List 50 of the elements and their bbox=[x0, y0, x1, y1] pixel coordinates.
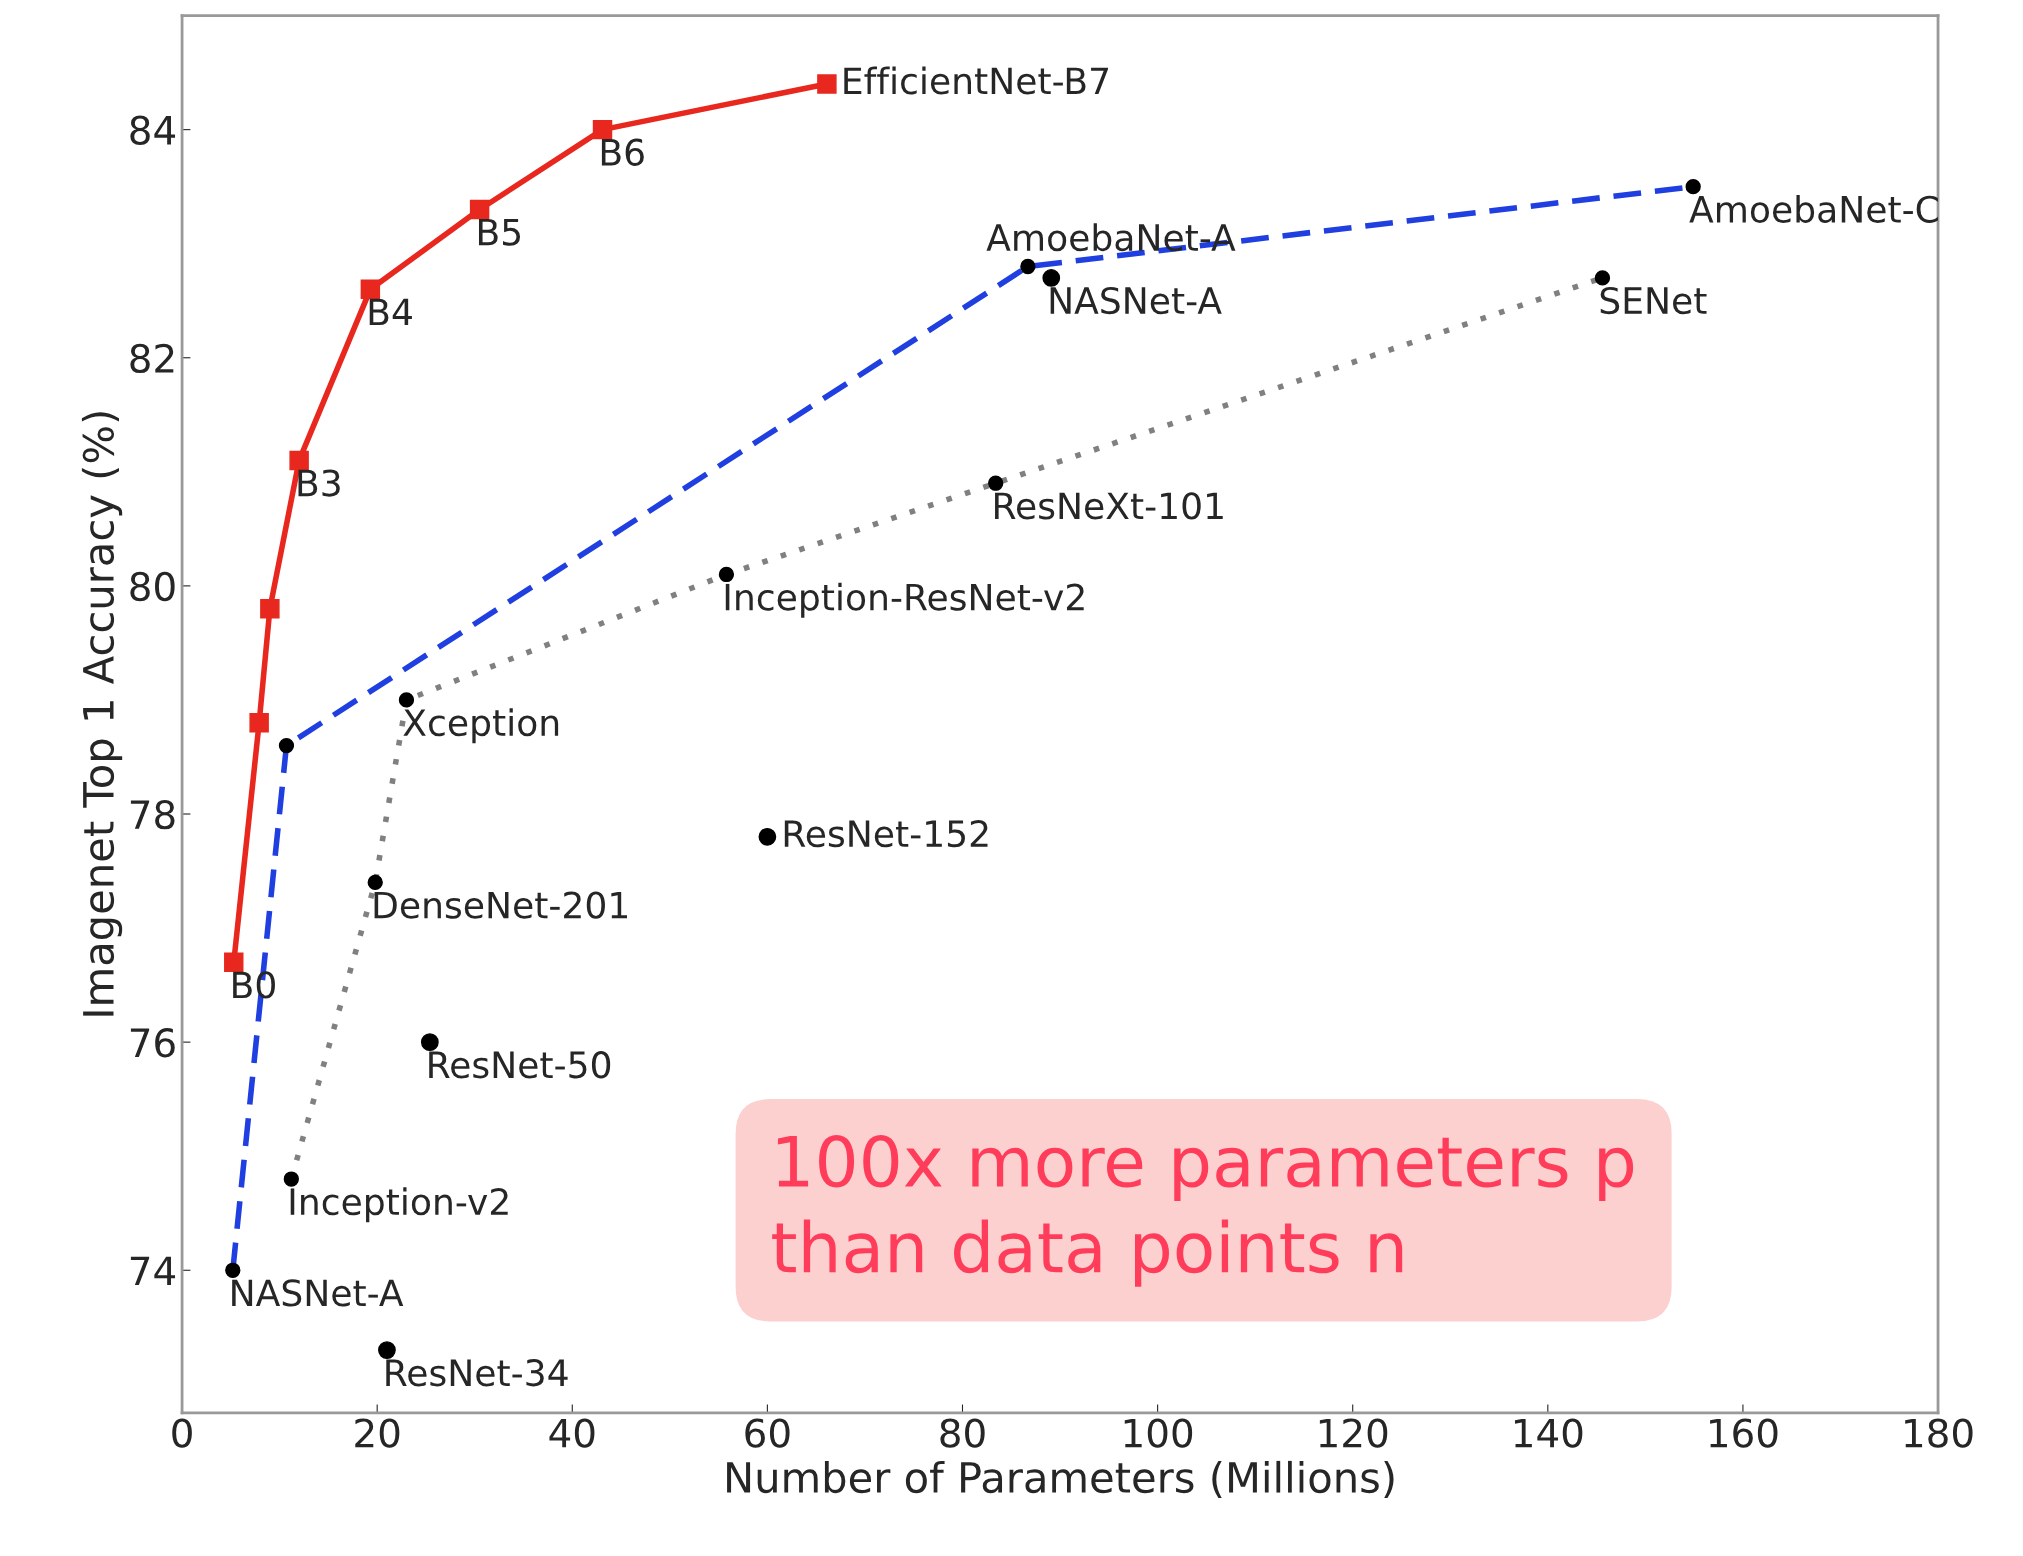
y-tick-label: 82 bbox=[130, 343, 174, 374]
annotation: B3 bbox=[298, 469, 340, 497]
annotation: DenseNet-201 bbox=[374, 891, 628, 919]
point bbox=[249, 713, 269, 733]
annotation: B6 bbox=[601, 138, 644, 166]
annotation: 100x more parameters p than data points n bbox=[772, 1135, 1634, 1287]
x-axis-title: Number of Parameters (Millions) bbox=[727, 1460, 1394, 1499]
point bbox=[260, 598, 280, 619]
x-tick-label: 80 bbox=[940, 1418, 985, 1448]
annotation: AmoebaNet-A bbox=[986, 223, 1236, 252]
point bbox=[224, 952, 244, 973]
annotation: Inception-ResNet-v2 bbox=[725, 582, 1084, 618]
x-tick-label: 60 bbox=[745, 1418, 790, 1448]
annotation: Xception bbox=[403, 708, 559, 744]
annotation: ResNeXt-101 bbox=[995, 492, 1223, 520]
y-tick-label: 74 bbox=[130, 1256, 176, 1286]
x-tick-label: 180 bbox=[1905, 1418, 1973, 1448]
annotation: B5 bbox=[478, 218, 521, 246]
annotation: B0 bbox=[233, 971, 275, 999]
point bbox=[360, 279, 381, 300]
y-axis-title: Imagenet Top 1 Accuracy (%) bbox=[81, 412, 123, 1016]
point bbox=[289, 450, 309, 471]
x-tick-label: 160 bbox=[1710, 1418, 1778, 1448]
x-tick-label: 100 bbox=[1124, 1418, 1193, 1448]
y-tick-label: 84 bbox=[130, 115, 176, 145]
annotation: EfficientNet-B7 bbox=[844, 66, 1108, 95]
point bbox=[469, 199, 490, 220]
x-tick-label: 0 bbox=[172, 1418, 192, 1448]
point bbox=[378, 1341, 396, 1359]
point bbox=[592, 119, 613, 140]
point bbox=[1042, 269, 1061, 287]
annotation: B4 bbox=[369, 298, 412, 326]
annotation: AmoebaNet-C bbox=[1689, 194, 1938, 223]
annotation: NASNet-A bbox=[1050, 286, 1222, 315]
point bbox=[758, 827, 777, 846]
y-tick-label: 80 bbox=[130, 571, 175, 602]
annotation: ResNet-152 bbox=[784, 819, 988, 848]
point bbox=[817, 74, 837, 94]
annotation: ResNet-50 bbox=[429, 1051, 611, 1079]
y-tick-label: 76 bbox=[130, 1028, 175, 1058]
annotation: SENet bbox=[1600, 286, 1707, 315]
x-tick-label: 20 bbox=[355, 1418, 400, 1448]
annotation: ResNet-34 bbox=[386, 1359, 568, 1387]
x-tick-label: 40 bbox=[549, 1418, 595, 1448]
annotation: Inception-v2 bbox=[290, 1187, 508, 1223]
x-tick-label: 120 bbox=[1319, 1418, 1388, 1448]
x-tick-label: 140 bbox=[1514, 1418, 1583, 1448]
point bbox=[420, 1033, 439, 1052]
annotation: NASNet-A bbox=[232, 1279, 404, 1307]
y-tick-label: 78 bbox=[130, 799, 175, 830]
